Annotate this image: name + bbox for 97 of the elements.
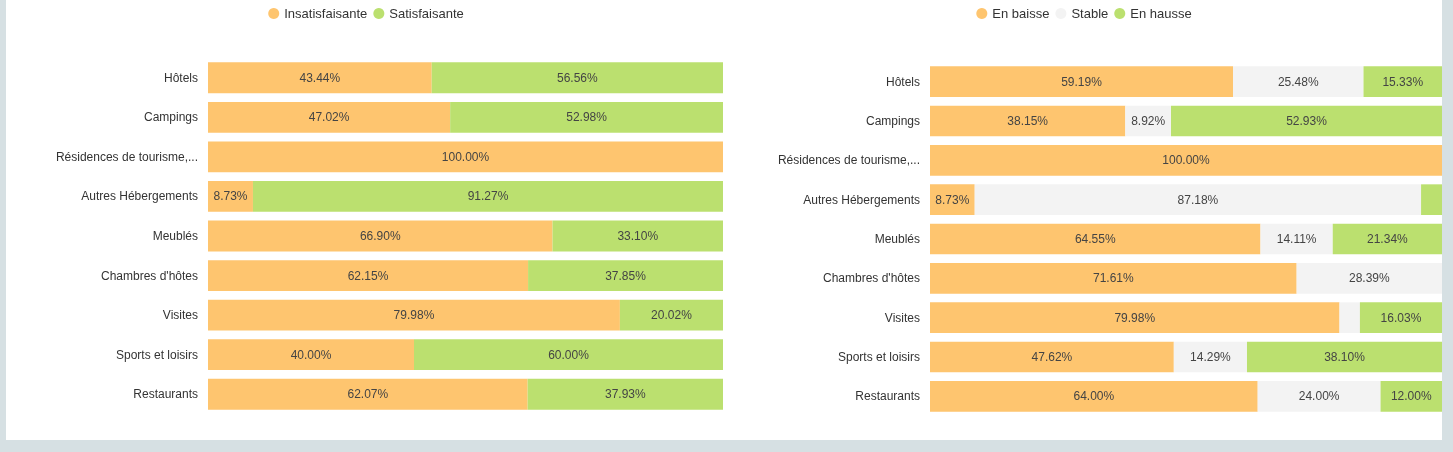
y-tick-label: Meublés bbox=[152, 229, 198, 243]
y-tick-label: Autres Hébergements bbox=[803, 192, 920, 207]
data-label: 33.10% bbox=[617, 229, 659, 243]
data-label: 47.62% bbox=[1031, 350, 1073, 364]
bar bbox=[528, 260, 723, 291]
legend-label: Insatisfaisante bbox=[284, 6, 368, 21]
data-label: 40.00% bbox=[290, 347, 332, 362]
y-tick-label: Campings bbox=[143, 110, 198, 125]
data-label: 15.33% bbox=[1382, 74, 1424, 89]
bar bbox=[208, 339, 414, 371]
y-tick-label: Sports et loisirs bbox=[837, 350, 920, 364]
y-tick-label: Campings bbox=[865, 114, 920, 128]
bar bbox=[1246, 341, 1442, 373]
data-label: 16.03% bbox=[1380, 310, 1422, 325]
bar bbox=[930, 341, 1174, 373]
data-label: 47.02% bbox=[308, 110, 350, 125]
bar bbox=[208, 378, 528, 410]
data-label: 20.02% bbox=[651, 308, 693, 323]
y-tick-label: Résidences de tourisme,... bbox=[55, 149, 198, 164]
data-label: 91.27% bbox=[467, 189, 509, 204]
y-tick-label: Hôtels bbox=[885, 74, 920, 89]
data-label: 12.00% bbox=[1390, 389, 1432, 404]
bar bbox=[208, 101, 451, 133]
data-label: 8.73% bbox=[935, 192, 970, 207]
bar bbox=[252, 181, 723, 212]
bar bbox=[527, 378, 723, 410]
legend-label: Satisfaisante bbox=[389, 6, 464, 21]
data-label: 100.00% bbox=[441, 149, 490, 164]
data-label: 71.61% bbox=[1092, 271, 1134, 286]
bar bbox=[1363, 66, 1442, 98]
data-label: 66.90% bbox=[359, 229, 401, 243]
data-label: 62.07% bbox=[347, 387, 389, 402]
data-label: 28.39% bbox=[1348, 271, 1390, 286]
bar bbox=[431, 62, 723, 94]
bar bbox=[1421, 184, 1442, 216]
bar bbox=[414, 339, 723, 371]
bar bbox=[208, 299, 620, 331]
y-tick-label: Meublés bbox=[874, 232, 920, 246]
data-label: 52.93% bbox=[1286, 114, 1328, 128]
bar bbox=[208, 220, 553, 252]
bar bbox=[930, 223, 1261, 255]
data-label: 14.11% bbox=[1276, 232, 1317, 246]
bar bbox=[450, 101, 723, 133]
data-label: 8.92% bbox=[1131, 114, 1166, 128]
data-label: 56.56% bbox=[557, 70, 599, 85]
bar bbox=[1332, 223, 1442, 255]
data-label: 79.98% bbox=[1114, 310, 1156, 325]
bar bbox=[208, 260, 529, 291]
y-tick-label: Hôtels bbox=[163, 70, 198, 85]
bar bbox=[208, 141, 723, 173]
data-label: 21.34% bbox=[1367, 232, 1409, 246]
data-label: 100.00% bbox=[1162, 153, 1211, 168]
data-label: 37.93% bbox=[604, 387, 647, 402]
bar bbox=[1171, 105, 1442, 137]
data-label: 38.15% bbox=[1007, 114, 1049, 128]
bar bbox=[552, 220, 723, 252]
data-label: 24.00% bbox=[1298, 389, 1340, 404]
bar bbox=[930, 302, 1340, 334]
y-tick-label: Visites bbox=[162, 308, 198, 323]
bar bbox=[930, 105, 1126, 137]
bar bbox=[930, 66, 1234, 98]
data-label: 52.98% bbox=[566, 110, 608, 125]
bar bbox=[1233, 66, 1364, 98]
data-label: 64.00% bbox=[1073, 389, 1115, 404]
data-label: 87.18% bbox=[1177, 192, 1219, 207]
data-label: 14.29% bbox=[1190, 350, 1232, 364]
bar bbox=[930, 144, 1442, 176]
y-tick-label: Chambres d'hôtes bbox=[100, 268, 198, 283]
data-label: 64.55% bbox=[1074, 232, 1116, 246]
data-label: 37.85% bbox=[605, 268, 647, 283]
bar bbox=[930, 380, 1258, 412]
bar bbox=[974, 184, 1422, 216]
legend-label: Stable bbox=[1071, 6, 1109, 21]
bar bbox=[930, 262, 1297, 294]
data-label: 38.10% bbox=[1324, 350, 1366, 364]
y-tick-label: Restaurants bbox=[133, 387, 198, 402]
y-tick-label: Autres Hébergements bbox=[81, 189, 198, 204]
data-label: 79.98% bbox=[393, 308, 435, 323]
bar bbox=[1359, 302, 1442, 334]
bar bbox=[208, 62, 432, 94]
bar bbox=[619, 299, 723, 331]
y-tick-label: Chambres d'hôtes bbox=[822, 271, 920, 286]
bar bbox=[1339, 302, 1360, 334]
y-tick-label: Restaurants bbox=[855, 389, 920, 404]
legend-label: En baisse bbox=[992, 6, 1050, 21]
y-tick-label: Résidences de tourisme,... bbox=[777, 153, 920, 168]
y-tick-label: Visites bbox=[884, 310, 920, 325]
legend-label: En hausse bbox=[1130, 6, 1192, 21]
data-label: 62.15% bbox=[347, 268, 389, 283]
data-label: 60.00% bbox=[548, 347, 590, 362]
y-tick-label: Sports et loisirs bbox=[115, 347, 198, 362]
bar bbox=[1257, 380, 1381, 412]
bar bbox=[1260, 223, 1333, 255]
data-label: 43.44% bbox=[299, 70, 341, 85]
data-label: 8.73% bbox=[213, 189, 248, 204]
data-label: 25.48% bbox=[1277, 74, 1319, 89]
data-label: 59.19% bbox=[1061, 74, 1103, 89]
